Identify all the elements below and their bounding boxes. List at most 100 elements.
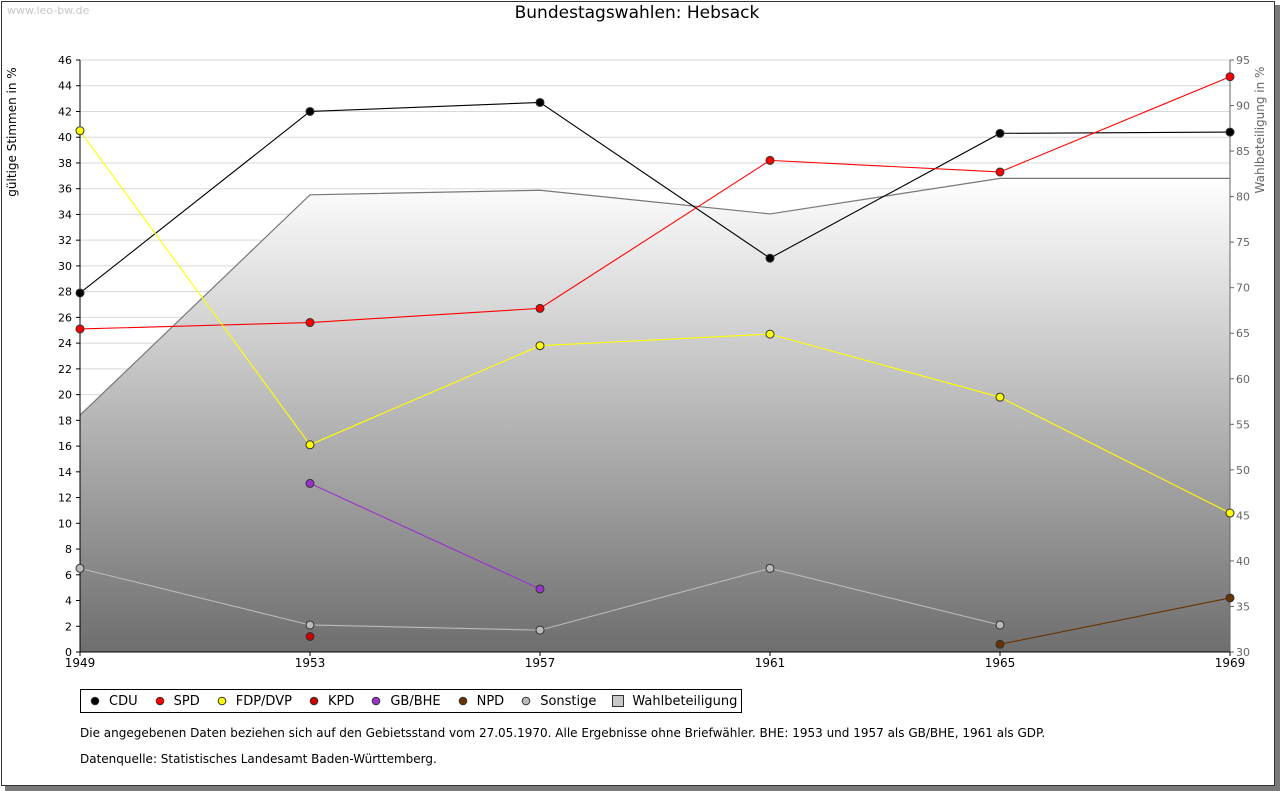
legend-item: KPD [306,694,354,709]
y2-tick-label: 35 [1236,600,1250,613]
x-tick-label: 1969 [1215,656,1246,670]
point-gb-bhe [305,478,315,488]
y-tick-label: 36 [58,183,72,196]
y-tick-label: 12 [58,492,72,505]
frame-shadow-right [1275,5,1280,789]
y2-tick-label: 50 [1236,464,1250,477]
y2-tick-label: 40 [1236,555,1250,568]
legend-label: SPD [173,693,200,709]
frame-shadow-bottom [5,786,1280,791]
legend-marker-icon [368,694,384,708]
point-fdp-dvp [1225,508,1235,518]
y2-tick-label: 45 [1236,509,1250,522]
point-fdp-dvp [995,392,1005,402]
legend-item: Wahlbeteiligung [610,694,737,709]
watermark: www.leo-bw.de [7,4,90,17]
legend-label: CDU [109,693,138,709]
legend-label: KPD [327,693,355,709]
legend-marker-icon [518,694,534,708]
y2-tick-label: 75 [1236,236,1250,249]
point-spd [1225,72,1235,82]
legend-marker-icon [455,694,471,708]
legend-item: FDP/DVP [214,694,292,709]
series-line-npd [999,597,1231,645]
series-line-spd [79,76,1231,330]
y-tick-label: 44 [58,80,72,93]
point-spd [995,167,1005,177]
point-gb-bhe [535,584,545,594]
legend-item: CDU [87,694,138,709]
legend: CDU SPD FDP/DVP KPD GB/BHE NPD Sonstige Wahlbet… [80,689,743,713]
y-tick-label: 6 [65,569,72,582]
line-wahlbeteiligung [79,177,1230,416]
legend-label: GB/BHE [390,693,441,709]
x-tick-label: 1961 [755,656,786,670]
note-gebietsstand: Die angegebenen Daten beziehen sich auf … [80,726,1046,740]
y-tick-label: 20 [58,389,72,402]
legend-label: Wahlbeteiligung [632,693,738,709]
y2-tick-label: 30 [1236,646,1250,659]
y-tick-label: 0 [65,646,72,659]
legend-label: FDP/DVP [235,693,292,709]
legend-item: GB/BHE [368,693,441,709]
y-tick-label: 38 [58,157,72,170]
y2-tick-label: 60 [1236,373,1250,386]
legend-item: Sonstige [518,694,596,709]
point-sonstige [75,563,85,573]
point-sonstige [305,620,315,630]
chart-title: Bundestagswahlen: Hebsack [514,3,760,23]
series-line-gb-bhe [309,482,541,590]
point-npd [1225,593,1235,603]
legend-item: SPD [152,694,200,709]
y-tick-label: 42 [58,105,72,118]
point-npd [995,639,1005,649]
x-tick-label: 1965 [985,656,1016,670]
legend-marker-icon [152,694,168,708]
y-tick-label: 10 [58,517,72,530]
y-tick-label: 28 [58,286,72,299]
point-fdp-dvp [305,440,315,450]
y2-tick-label: 90 [1236,100,1250,113]
point-fdp-dvp [765,329,775,339]
point-cdu [75,288,85,298]
point-kpd [305,632,315,642]
x-tick-label: 1957 [525,656,556,670]
point-cdu [995,128,1005,138]
x-tick-label: 1949 [65,656,96,670]
point-spd [75,324,85,334]
note-datenquelle: Datenquelle: Statistisches Landesamt Bad… [80,752,437,766]
y2-axis-label: Wahlbeteiligung in % [1253,67,1267,194]
y2-tick-label: 95 [1236,54,1250,67]
point-fdp-dvp [535,341,545,351]
y-tick-label: 22 [58,363,72,376]
y2-tick-label: 55 [1236,418,1250,431]
y2-tick-label: 70 [1236,282,1250,295]
area-wahlbeteiligung [80,178,1230,652]
y-tick-label: 40 [58,131,72,144]
series-line-cdu [79,101,1231,294]
series-line-fdp-dvp [79,130,1231,514]
point-sonstige [995,620,1005,630]
point-sonstige [765,563,775,573]
y2-tick-label: 80 [1236,191,1250,204]
y-tick-label: 4 [65,595,72,608]
x-tick-label: 1953 [295,656,326,670]
y-tick-label: 24 [58,337,72,350]
legend-label: Sonstige [540,693,597,709]
point-fdp-dvp [75,126,85,136]
y-tick-label: 14 [58,466,72,479]
y-tick-label: 26 [58,311,72,324]
legend-marker-icon [214,694,230,708]
y-tick-label: 8 [65,543,72,556]
point-cdu [765,253,775,263]
legend-label: NPD [476,693,505,709]
legend-marker-icon [306,694,322,708]
legend-marker-icon [610,694,626,708]
y-tick-label: 34 [58,208,72,221]
y-axis-label: gültige Stimmen in % [5,67,19,196]
point-cdu [305,106,315,116]
point-sonstige [535,625,545,635]
point-spd [535,303,545,313]
point-cdu [1225,127,1235,137]
y-tick-label: 32 [58,234,72,247]
